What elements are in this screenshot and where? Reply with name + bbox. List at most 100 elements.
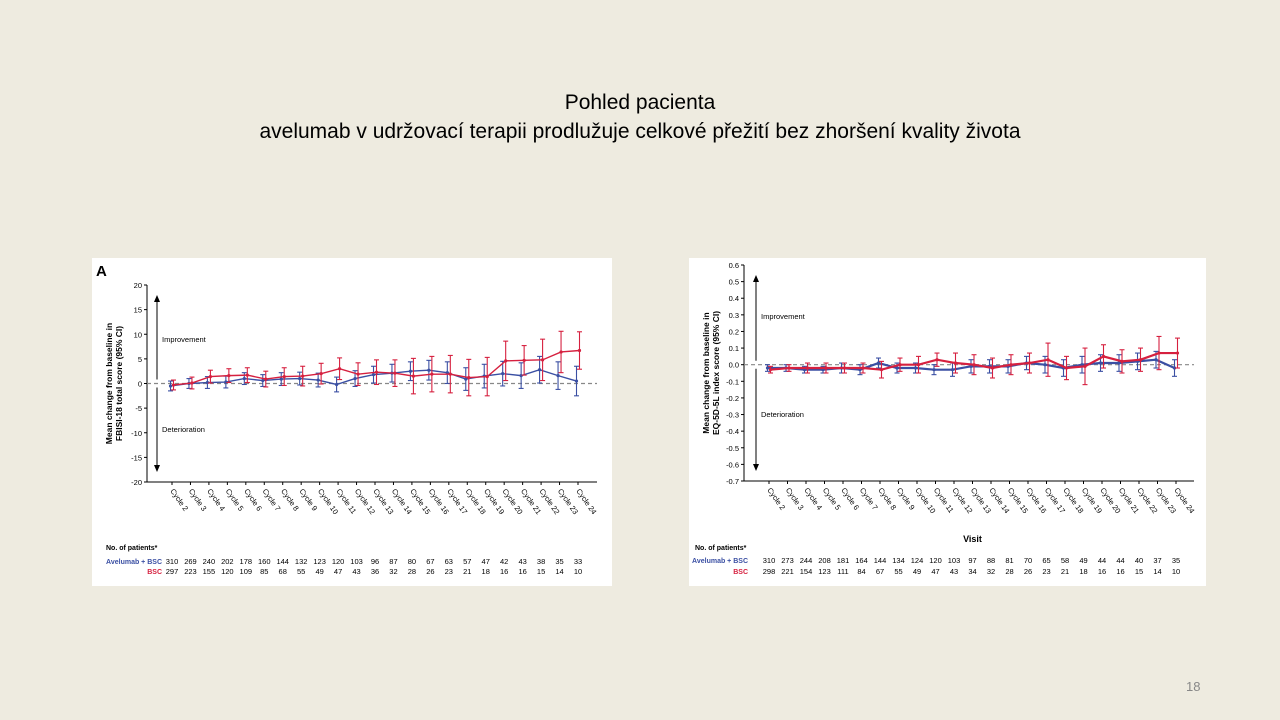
chart-1-data-point <box>765 366 770 370</box>
chart-1-y-tick-label: 0.3 <box>729 311 739 320</box>
chart-1-patients-count: 47 <box>931 567 939 576</box>
chart-1-patients-count: 124 <box>911 556 924 565</box>
chart-0-data-point <box>540 358 545 362</box>
chart-0-data-point <box>501 372 505 376</box>
chart-0-y-axis-label-line-1: Mean change from baseline in <box>104 323 114 444</box>
chart-1-patients-count: 273 <box>781 556 794 565</box>
chart-0-patients-count: 23 <box>445 567 453 576</box>
chart-0-data-point <box>334 382 339 387</box>
chart-0-data-point <box>264 377 268 381</box>
chart-0-series-avelumab <box>168 355 579 397</box>
chart-0-patients-count: 85 <box>260 567 268 576</box>
chart-1-patients-count: 244 <box>800 556 813 565</box>
chart-1-patients-count: 97 <box>968 556 976 565</box>
chart-1-improvement-arrow-head <box>753 275 759 282</box>
chart-0-data-point <box>356 372 360 376</box>
chart-1-data-point <box>879 368 884 372</box>
chart-0-data-point <box>242 376 246 381</box>
chart-1-x-tick-label: Cycle 8 <box>876 486 898 512</box>
chart-1-patients-count: 181 <box>837 556 850 565</box>
chart-1-patients-count: 88 <box>987 556 995 565</box>
chart-0-data-point <box>316 378 320 382</box>
chart-0-data-point <box>208 375 213 379</box>
chart-0-data-point <box>319 372 323 376</box>
chart-1-data-point <box>895 366 899 370</box>
chart-1-y-tick-label: 0.1 <box>729 344 739 353</box>
chart-0-patients-count: 32 <box>389 567 397 576</box>
chart-1-data-point <box>1175 351 1180 355</box>
chart-0-patients-count: 160 <box>258 557 271 566</box>
chart-0-data-point <box>282 375 286 379</box>
chart-1-x-axis-label: Visit <box>963 534 982 544</box>
chart-0-patients-count: 87 <box>389 557 397 566</box>
chart-0-data-point <box>504 359 508 363</box>
chart-0-data-point <box>448 372 452 376</box>
chart-panel-a: A Mean change from baseline in FBISI-18 to… <box>92 258 612 586</box>
chart-0-patients-count: 80 <box>408 557 416 566</box>
chart-0-patients-count: 155 <box>203 567 216 576</box>
chart-0-data-point <box>464 377 468 381</box>
chart-1-x-tick-label: Cycle 7 <box>858 486 880 512</box>
chart-1-data-point <box>787 366 791 370</box>
chart-1-y-axis-label: Mean change from baseline in EQ-5D-5L ind… <box>701 311 721 435</box>
chart-1-data-point <box>824 366 828 370</box>
chart-0-y-tick-label: 20 <box>134 281 142 290</box>
chart-0-patients-count: 16 <box>500 567 508 576</box>
chart-1-y-tick-label: -0.3 <box>726 411 739 420</box>
chart-1-patients-row-label: Avelumab + BSC <box>692 558 748 565</box>
chart-0-patients-count: 178 <box>240 557 253 566</box>
chart-0-y-tick-label: 5 <box>138 355 142 364</box>
chart-0-deterioration-label: Deterioration <box>162 425 205 434</box>
chart-1-patients-count: 103 <box>948 556 961 565</box>
chart-0-patients-count: 49 <box>315 567 323 576</box>
chart-1-data-point <box>935 358 939 362</box>
chart-0-data-point <box>168 384 173 388</box>
chart-0-panel-label: A <box>96 263 107 280</box>
chart-1-data-point <box>1009 363 1013 367</box>
chart-1-patients-count: 70 <box>1024 556 1032 565</box>
chart-0-x-tick-label: Cycle 3 <box>187 487 209 513</box>
chart-1-data-point <box>1046 358 1050 362</box>
chart-1-patients-count: 28 <box>1005 567 1013 576</box>
chart-1-y-tick-label: 0.4 <box>729 294 739 303</box>
chart-0-data-point <box>279 377 283 381</box>
chart-1-data-point <box>1064 366 1069 370</box>
chart-0-patients-count: 15 <box>537 567 545 576</box>
chart-0-data-point <box>171 383 176 387</box>
chart-1-patients-count: 44 <box>1116 556 1124 565</box>
chart-1-data-point <box>953 361 958 365</box>
chart-0-data-point <box>411 374 416 378</box>
chart-0-y-axis-label: Mean change from baseline in FBISI-18 tot… <box>104 323 124 444</box>
chart-1-data-point <box>990 366 995 370</box>
chart-1-patients-count: 111 <box>837 567 848 576</box>
chart-0-y-tick-label: -10 <box>131 429 142 438</box>
chart-0-patients-count: 38 <box>537 557 545 566</box>
chart-1-patients-count: 35 <box>1172 556 1180 565</box>
chart-b-svg: Mean change from baseline in EQ-5D-5L ind… <box>692 261 1196 576</box>
chart-0-data-point <box>261 378 265 383</box>
chart-0-patients-count: 43 <box>352 567 360 576</box>
chart-0-y-tick-label: -15 <box>131 453 142 462</box>
chart-1-patients-count: 221 <box>781 567 794 576</box>
chart-0-patients-count: 63 <box>445 557 453 566</box>
chart-0-patients-count: 202 <box>221 557 234 566</box>
chart-0-data-point <box>556 374 560 378</box>
chart-0-patients-count: 68 <box>279 567 287 576</box>
chart-0-patients-count: 21 <box>463 567 471 576</box>
chart-0-data-point <box>559 350 563 354</box>
chart-1-data-point <box>1138 358 1143 362</box>
chart-1-patients-count: 26 <box>1024 567 1032 576</box>
chart-0-data-point <box>190 381 194 385</box>
chart-1-patients-count: 164 <box>855 556 868 565</box>
chart-0-data-point <box>227 374 231 378</box>
chart-0-patients-count: 14 <box>555 567 563 576</box>
chart-0-data-point <box>245 373 249 377</box>
chart-1-series-bsc <box>768 335 1180 386</box>
chart-0-y-axis-label-line-2: FBISI-18 total score (95% CI) <box>114 326 124 441</box>
chart-1-patients-count: 49 <box>1079 556 1087 565</box>
slide-title: Pohled pacienta avelumab v udržovací ter… <box>0 88 1280 146</box>
chart-1-patients-count: 81 <box>1005 556 1013 565</box>
chart-1-patients-header: No. of patients* <box>695 545 747 552</box>
chart-1-y-axis-label-line-1: Mean change from baseline in <box>701 312 711 433</box>
chart-1-patients-count: 10 <box>1172 567 1180 576</box>
